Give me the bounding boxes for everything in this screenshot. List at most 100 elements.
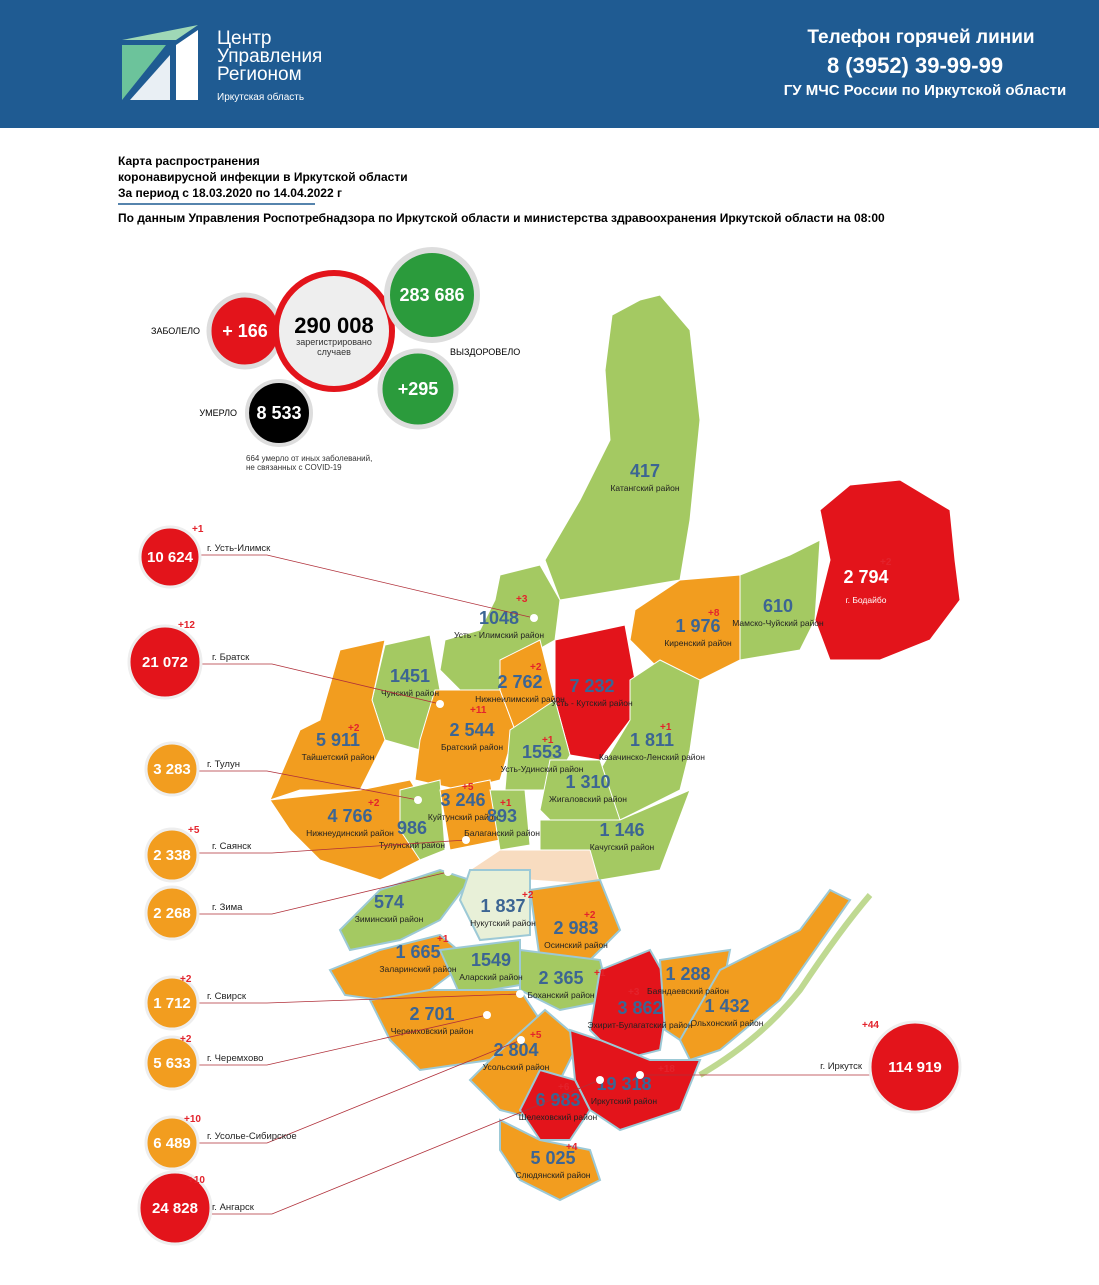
district-delta: +1 xyxy=(660,722,672,733)
city-circle xyxy=(144,1115,200,1171)
district-name: Нижнеудинский район xyxy=(306,828,394,838)
district-name: Нижнеилимский район xyxy=(475,694,565,704)
city-circle xyxy=(144,885,200,941)
leader-line xyxy=(200,554,535,619)
logo-region: Иркутская область xyxy=(217,91,304,103)
city-name: г. Тулун xyxy=(207,759,240,770)
city-delta: +10 xyxy=(188,1175,205,1186)
city-delta: +1 xyxy=(192,524,204,535)
logo-text: Регионом xyxy=(217,64,302,85)
city-point xyxy=(530,614,538,622)
city-point xyxy=(516,990,524,998)
title-line: коронавирусной инфекции в Иркутской обла… xyxy=(118,170,408,184)
district-delta: +18 xyxy=(658,1064,675,1075)
district-total: 1 976 xyxy=(675,616,720,636)
city-total: 2 794 xyxy=(843,567,888,587)
city-delta: +5 xyxy=(188,825,200,836)
district-name: Тайшетский район xyxy=(302,752,375,762)
city-name: г. Бодайбо xyxy=(846,595,887,605)
district-name: Ольхонский район xyxy=(691,1018,764,1028)
city-point xyxy=(636,1071,644,1079)
district-total: 2 983 xyxy=(553,918,598,938)
district-total: 610 xyxy=(763,596,793,616)
district-delta: +1 xyxy=(437,934,449,945)
city-name: г. Черемхово xyxy=(207,1053,263,1064)
district-name: Зиминский район xyxy=(355,914,424,924)
district-total: 2 544 xyxy=(449,720,494,740)
died-label: УМЕРЛО xyxy=(199,408,237,418)
district-delta: +3 xyxy=(516,594,528,605)
district-name: Казачинско-Ленский район xyxy=(599,752,705,762)
district-total: 1 837 xyxy=(480,896,525,916)
city-name: г. Зима xyxy=(212,902,243,913)
city-total: 2 338 xyxy=(153,847,191,864)
district-delta: +1 xyxy=(500,798,512,809)
city-delta: +2 xyxy=(180,1034,192,1045)
district-delta: +2 xyxy=(368,798,380,809)
title-line: За период с 18.03.2020 по 14.04.2022 г xyxy=(118,186,342,200)
note-box: 664 умерло от иных заболеваний, не связа… xyxy=(246,454,372,472)
hotline-org: ГУ МЧС России по Иркутской области xyxy=(784,82,1066,99)
district-name: Осинский район xyxy=(544,940,608,950)
city-total: 3 283 xyxy=(153,761,191,778)
city-name: г. Саянск xyxy=(212,841,252,852)
leader-line xyxy=(198,770,419,801)
title-line: Карта распространения xyxy=(118,154,260,168)
leader-line xyxy=(211,1079,601,1215)
recovered: 283 686 xyxy=(399,285,464,305)
district-total: 1 811 xyxy=(630,730,674,750)
city-circle xyxy=(868,1020,962,1114)
city-circle xyxy=(144,827,200,883)
city-circle xyxy=(138,525,202,589)
district-delta: +8 xyxy=(708,608,720,619)
district-total: 4 766 xyxy=(327,806,372,826)
city-total: 1 712 xyxy=(153,995,191,1012)
district-name: Катангский район xyxy=(610,483,679,493)
district-delta: +1 xyxy=(594,968,606,979)
district-name: Усть - Илимский район xyxy=(454,630,544,640)
district-name: Братский район xyxy=(441,742,503,752)
district-name: Качугский район xyxy=(590,842,655,852)
district-total: 7 232 xyxy=(569,676,614,696)
district-total: 1 665 xyxy=(395,942,440,962)
city-name: г. Усть-Илимск xyxy=(207,543,271,554)
city-point xyxy=(462,836,470,844)
city-name: г. Братск xyxy=(212,652,250,663)
district-total: 5 025 xyxy=(530,1148,575,1168)
total-cases: 290 008 xyxy=(294,313,374,338)
city-point xyxy=(436,700,444,708)
sick-label: ЗАБОЛЕЛО xyxy=(151,326,200,336)
district-name: Нукутский район xyxy=(470,918,536,928)
district-name: Киренский район xyxy=(664,638,732,648)
district-total: 1549 xyxy=(471,950,511,970)
district-name: Усть - Кутский район xyxy=(551,698,633,708)
city-point xyxy=(444,868,452,876)
district-name: Тулунский район xyxy=(379,840,445,850)
district-name: Слюдянский район xyxy=(516,1170,591,1180)
leader-line xyxy=(198,1039,522,1144)
district-name: Усольский район xyxy=(483,1062,550,1072)
source-line: По данным Управления Роспотребнадзора по… xyxy=(118,211,885,225)
district-total: 1553 xyxy=(522,742,562,762)
district-name: Заларинский район xyxy=(379,964,456,974)
district-name: Жигаловский район xyxy=(549,794,627,804)
logo-text: Управления xyxy=(217,46,322,67)
stats xyxy=(206,247,480,447)
district-delta: +2 xyxy=(530,662,542,673)
district-name: Мамско-Чуйский район xyxy=(732,618,824,628)
leader-line xyxy=(198,1014,488,1066)
district-delta: +1 xyxy=(542,735,554,746)
city-point xyxy=(596,1076,604,1084)
district-name: Чунский район xyxy=(381,688,439,698)
district-total: 2 365 xyxy=(538,968,583,988)
district-delta: +5 xyxy=(462,782,474,793)
leader-line xyxy=(198,993,521,1004)
total-caption-box: зарегистрировано случаев xyxy=(296,337,372,357)
leader-line xyxy=(198,871,449,915)
district-total: 417 xyxy=(630,461,660,481)
city-point xyxy=(414,796,422,804)
city-delta: +10 xyxy=(184,1114,201,1125)
district-name: Черемховский район xyxy=(391,1026,474,1036)
labels: 417 Катангский район 610 Мамско-Чуйский рай… xyxy=(127,461,962,1246)
